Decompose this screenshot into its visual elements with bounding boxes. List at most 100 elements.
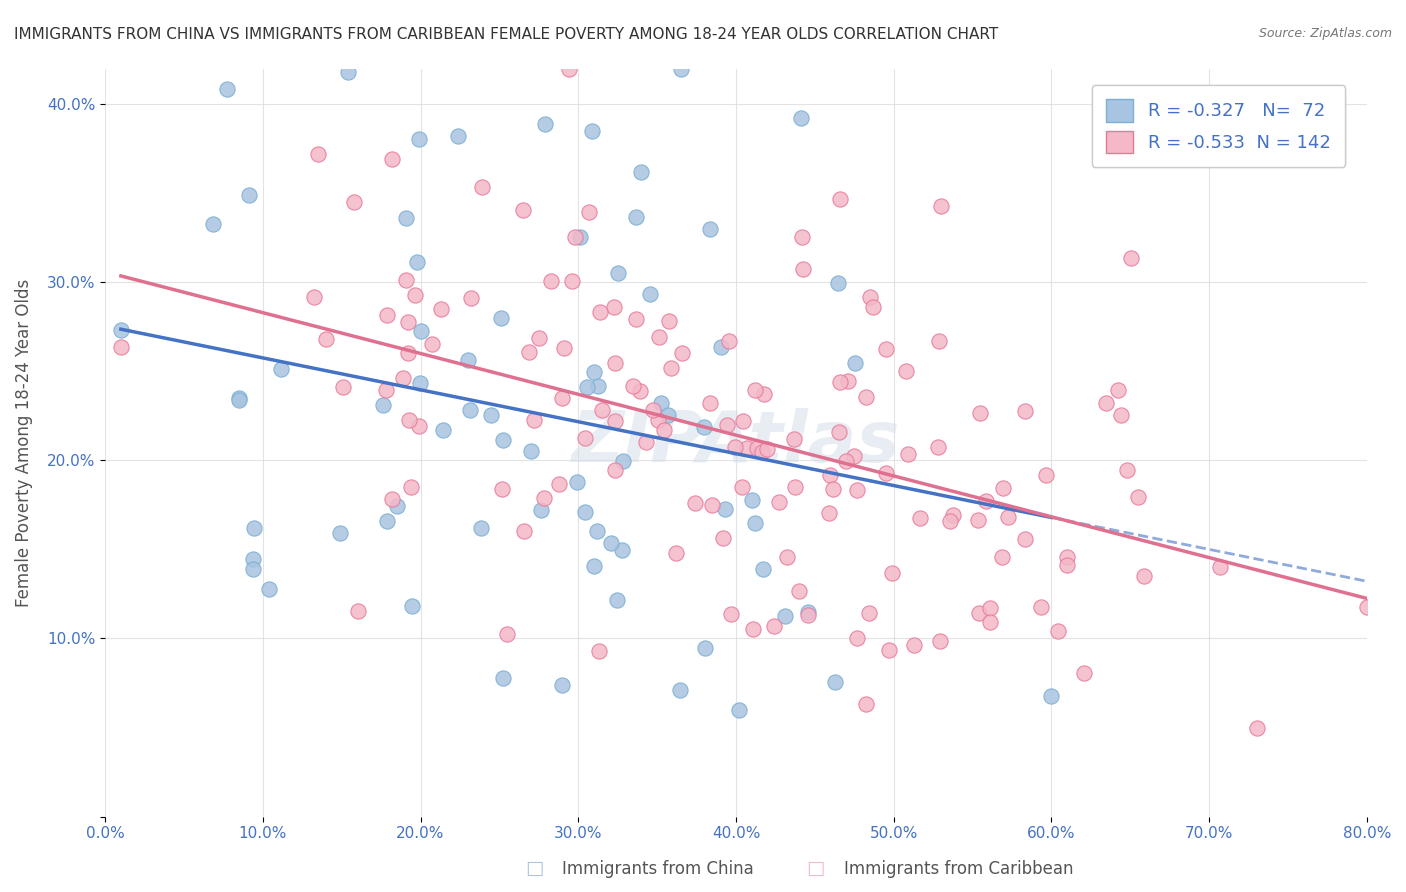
Point [394,273,416,287]
Point [648,330,671,344]
Point [710,340,733,354]
Point [578,205,600,219]
Point [1126,490,1149,504]
Point [375,308,398,322]
Point [346,604,368,618]
Point [787,583,810,598]
Point [1056,558,1078,573]
Point [395,211,418,226]
Point [404,288,426,302]
Point [606,266,628,280]
Point [492,434,515,448]
Point [399,480,422,494]
Point [329,525,352,540]
Point [228,391,250,405]
Point [845,483,868,497]
Point [1209,560,1232,574]
Point [1133,569,1156,583]
Point [1029,600,1052,615]
Point [744,384,766,398]
Point [447,129,470,144]
Point [908,511,931,525]
Point [600,535,623,549]
Point [398,346,420,360]
Point [1056,549,1078,564]
Point [720,607,742,621]
Point [512,203,534,218]
Point [717,334,740,348]
Point [790,230,813,244]
Point [735,441,758,455]
Point [243,520,266,534]
Point [621,379,644,393]
Point [565,475,588,490]
Point [228,393,250,408]
Point [238,187,260,202]
Point [460,291,482,305]
Point [1014,532,1036,546]
Point [1355,599,1378,614]
Point [979,601,1001,615]
Point [550,678,572,692]
Point [668,682,690,697]
Point [432,423,454,437]
Point [650,396,672,410]
Point [337,64,360,78]
Point [489,311,512,326]
Point [624,210,647,224]
Point [491,482,513,496]
Point [1073,665,1095,680]
Point [647,413,669,427]
Point [967,513,990,527]
Text: ZIPAtlas: ZIPAtlas [572,408,900,477]
Point [993,482,1015,496]
Point [586,524,609,538]
Point [894,364,917,378]
Point [470,521,492,535]
Point [830,192,852,206]
Point [392,371,415,385]
Y-axis label: Female Poverty Among 18-24 Year Olds: Female Poverty Among 18-24 Year Olds [15,278,32,607]
Point [302,290,325,304]
Point [821,482,844,496]
Point [756,442,779,456]
Point [634,434,657,449]
Point [741,492,763,507]
Point [903,638,925,652]
Point [859,290,882,304]
Point [776,549,799,564]
Point [979,615,1001,629]
Point [612,542,634,557]
Point [373,398,395,412]
Point [215,82,238,96]
Point [751,444,773,458]
Point [969,406,991,420]
Point [401,599,423,613]
Point [606,593,628,607]
Point [375,514,398,528]
Point [1107,383,1129,397]
Point [517,345,540,359]
Point [938,514,960,528]
Point [641,403,664,417]
Point [534,117,557,131]
Point [624,312,647,326]
Point [588,644,610,658]
Text: IMMIGRANTS FROM CHINA VS IMMIGRANTS FROM CARIBBEAN FEMALE POVERTY AMONG 18-24 YE: IMMIGRANTS FROM CHINA VS IMMIGRANTS FROM… [14,27,998,42]
Point [558,62,581,76]
Point [824,674,846,689]
Text: Source: ZipAtlas.com: Source: ZipAtlas.com [1258,27,1392,40]
Point [1109,408,1132,422]
Point [693,641,716,656]
Point [855,697,877,711]
Point [343,195,366,210]
Point [201,217,224,231]
Point [877,642,900,657]
Point [797,605,820,619]
Point [773,609,796,624]
Point [581,124,603,138]
Point [752,387,775,401]
Point [630,165,652,179]
Point [582,365,605,379]
Point [457,353,479,368]
